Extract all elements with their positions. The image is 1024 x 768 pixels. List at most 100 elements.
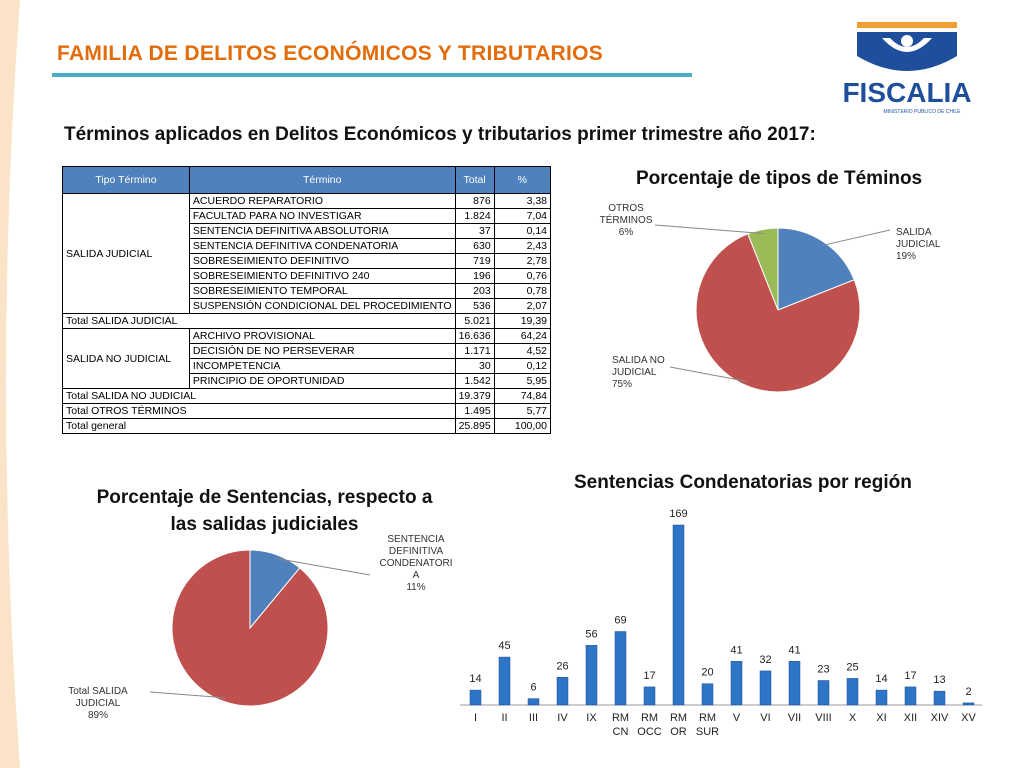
decorative-swoosh: [0, 0, 20, 768]
total-cell: 876: [454, 193, 495, 209]
bar-value-label: 14: [875, 673, 887, 685]
bar-category-label: RM CN: [612, 712, 629, 738]
subtotal-pct: 74,84: [493, 388, 552, 404]
term-cell: PRINCIPIO DE OPORTUNIDAD: [188, 373, 456, 389]
bar-value-label: 23: [817, 664, 829, 676]
logo-subtext: MINISTERIO PUBLICO DE CHILE: [884, 109, 962, 115]
total-cell: 16.636: [454, 328, 495, 344]
pct-cell: 0,76: [493, 268, 552, 284]
bar-value-label: 56: [585, 628, 597, 640]
pct-cell: 64,24: [493, 328, 552, 344]
bar-category-label: XI: [876, 712, 886, 724]
pct-cell: 2,07: [493, 298, 552, 314]
bar-category-label: XII: [904, 712, 917, 724]
terms-table: Tipo Término Término Total % SALIDA JUDI…: [62, 166, 552, 434]
term-cell: ARCHIVO PROVISIONAL: [188, 328, 456, 344]
bar-category-label: IX: [586, 712, 597, 724]
bar-category-label: XV: [961, 712, 976, 724]
slice-otros-terminos-leader: [654, 224, 764, 234]
bar-1: [498, 656, 511, 706]
term-cell: INCOMPETENCIA: [188, 358, 456, 374]
bar-3: [556, 677, 569, 706]
bar-value-label: 32: [759, 654, 771, 666]
slice-salida-judicial-leader: [821, 229, 891, 247]
bar-11: [788, 661, 801, 706]
bar-value-label: 6: [530, 682, 536, 694]
bar-value-label: 41: [730, 644, 742, 656]
bar-13: [846, 678, 859, 706]
table-row: SOBRESEIMIENTO DEFINITIVO 719 2,78: [63, 253, 552, 269]
bar-9: [730, 661, 743, 706]
term-cell: SOBRESEIMIENTO DEFINITIVO 240: [188, 268, 456, 284]
bar-category-label: VII: [788, 712, 801, 724]
subtotal-total: 19.379: [454, 388, 495, 404]
bar-value-label: 14: [469, 673, 481, 685]
total-otros-label: Total OTROS TÉRMINOS: [62, 403, 456, 419]
pct-cell: 2,43: [493, 238, 552, 254]
bar-value-label: 26: [556, 660, 568, 672]
slice-otros-terminos: [747, 227, 779, 311]
total-cell: 630: [454, 238, 495, 254]
bar-8: [701, 683, 714, 706]
group-salida-no-judicial: SALIDA NO JUDICIAL: [62, 328, 190, 389]
bar-chart-regiones: 14 I 45 II 6 III 26 IV 56 IX 69 RM CN 17 RM OCC 169 RM OR 2…: [460, 508, 982, 738]
term-cell: FACULTAD PARA NO INVESTIGAR: [188, 208, 456, 224]
slice-total-salida-judicial: [171, 549, 329, 707]
table-header-row: Tipo Término Término Total %: [62, 166, 552, 194]
pie2-title-line-1: Porcentaje de Sentencias, respecto a: [96, 487, 433, 508]
subtotal-label: Total SALIDA NO JUDICIAL: [62, 388, 456, 404]
bar-7: [672, 524, 685, 706]
slice-salida-no-judicial: [695, 233, 861, 393]
total-general-label: Total general: [62, 418, 456, 434]
bar-value-label: 2: [965, 686, 971, 698]
pie2-title: Porcentaje de Sentencias, respecto a las…: [92, 484, 437, 538]
bar-12: [817, 680, 830, 706]
pie-chart-sentencias: SENTENCIA DEFINITIVA CONDENATORI A 11% Total …: [68, 534, 453, 721]
total-cell: 196: [454, 268, 495, 284]
table-row: SENTENCIA DEFINITIVA CONDENATORIA 630 2,…: [63, 238, 552, 254]
table-row: SALIDA NO JUDICIAL ARCHIVO PROVISIONAL 1…: [62, 328, 552, 389]
bar-category-label: III: [529, 712, 538, 724]
header-total: Total: [454, 166, 495, 194]
bar-6: [643, 686, 656, 706]
bar-category-label: VI: [760, 712, 770, 724]
pct-cell: 3,38: [493, 193, 552, 209]
bar-category-label: I: [474, 712, 477, 724]
term-cell: SOBRESEIMIENTO TEMPORAL: [188, 283, 456, 299]
table-row-subtotal: Total SALIDA NO JUDICIAL 19.379 74,84: [62, 388, 552, 404]
total-general-total: 25.895: [454, 418, 495, 434]
term-cell: ACUERDO REPARATORIO: [188, 193, 456, 209]
total-cell: 1.542: [454, 373, 495, 389]
total-cell: 719: [454, 253, 495, 269]
slice-salida-judicial: [777, 227, 855, 311]
bar-value-label: 169: [669, 508, 687, 520]
subtotal-pct: 19,39: [493, 313, 552, 329]
table-row: SOBRESEIMIENTO TEMPORAL 203 0,78: [63, 283, 552, 299]
table-row: PRINCIPIO DE OPORTUNIDAD 1.542 5,95: [63, 373, 552, 389]
bar-category-label: IV: [557, 712, 568, 724]
bar-category-label: X: [849, 712, 857, 724]
slice-sentencia-condenatoria-label: SENTENCIA DEFINITIVA CONDENATORI A 11%: [380, 534, 453, 593]
pie2-title-line-2: las salidas judiciales: [170, 514, 359, 535]
pct-cell: 0,12: [493, 358, 552, 374]
pct-cell: 2,78: [493, 253, 552, 269]
total-cell: 1.824: [454, 208, 495, 224]
slice-total-salida-judicial-leader: [149, 691, 225, 699]
table-row: DECISIÓN DE NO PERSEVERAR 1.171 4,52: [63, 343, 552, 359]
bar-value-label: 13: [933, 674, 945, 686]
bar-10: [759, 670, 772, 706]
header-tipo-termino: Tipo Término: [62, 166, 190, 194]
fiscalia-logo: FISCALIA MINISTERIO PUBLICO DE CHILE: [842, 22, 972, 115]
bar-value-label: 69: [614, 615, 626, 627]
title-underline: [52, 73, 692, 77]
pct-cell: 0,78: [493, 283, 552, 299]
term-cell: DECISIÓN DE NO PERSEVERAR: [188, 343, 456, 359]
total-otros-total: 1.495: [454, 403, 495, 419]
total-general-pct: 100,00: [493, 418, 552, 434]
slice-total-salida-judicial-label: Total SALIDA JUDICIAL 89%: [68, 686, 128, 721]
total-cell: 536: [454, 298, 495, 314]
table-row-total: Total OTROS TÉRMINOS 1.495 5,77: [62, 403, 552, 419]
section-subtitle: Términos aplicados en Delitos Económicos…: [64, 124, 816, 145]
bar-category-label: RM OCC: [637, 712, 662, 738]
bar-category-label: V: [733, 712, 741, 724]
